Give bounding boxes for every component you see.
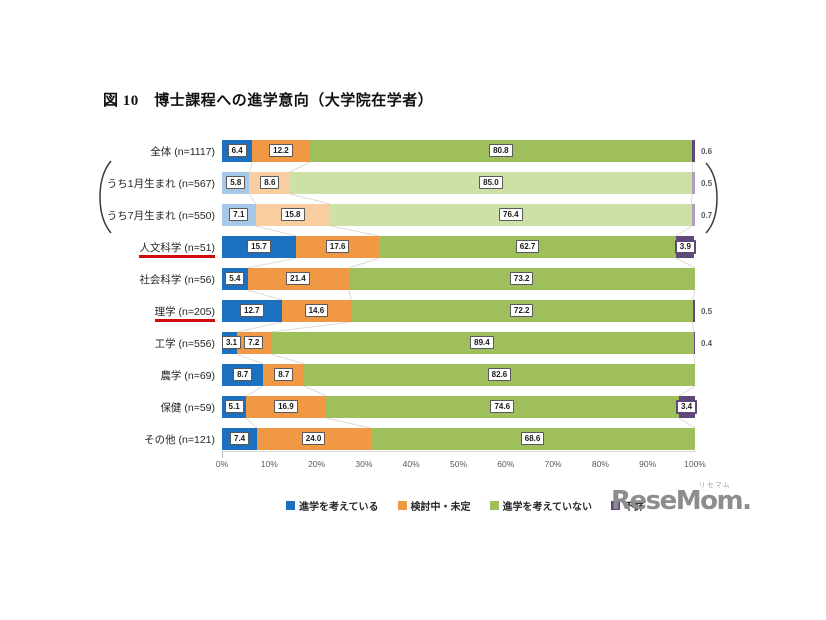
value-label: 7.2 <box>244 336 264 349</box>
value-label: 62.7 <box>515 240 540 253</box>
x-axis: 0% 10% 20% 30% 40% 50% 60% 70% 80% 90% 100% <box>216 459 706 473</box>
category-label: 人文科学 (n=51) <box>0 240 215 258</box>
bar-row <box>222 172 695 194</box>
value-label: 3.9 <box>674 240 696 254</box>
chart-title: 図 10 博士課程への進学意向（大学院在学者） <box>103 93 434 109</box>
logo-kana-text: リセマム <box>699 482 731 489</box>
x-tick-label: 60% <box>497 459 515 469</box>
bar-row <box>222 236 695 258</box>
legend-swatch-icon <box>397 501 407 510</box>
value-label: 8.7 <box>233 368 253 381</box>
bar-row <box>222 332 695 354</box>
legend-item: 不詳 <box>611 498 644 513</box>
logo-wordmark: ReseMom. <box>611 486 752 516</box>
value-label: 8.7 <box>274 368 294 381</box>
series-connector-lines <box>236 161 696 429</box>
x-tick-label: 20% <box>308 459 326 469</box>
value-label: 16.9 <box>274 400 298 413</box>
category-label: 理学 (n=205) <box>0 304 215 322</box>
bar-segment-4 <box>691 204 695 226</box>
value-label: 6.4 <box>227 144 247 157</box>
category-label: うち1月生まれ (n=567) <box>106 178 215 190</box>
value-label: 24.0 <box>301 432 326 445</box>
legend-item: 検討中・未定 <box>397 498 471 513</box>
legend-item: 進学を考えていない <box>489 498 593 513</box>
legend-label: 進学を考えていない <box>502 502 593 513</box>
value-label: 5.8 <box>226 176 246 189</box>
value-label: 76.4 <box>499 208 523 221</box>
value-label: 3.4 <box>676 400 698 414</box>
x-axis-zero-tick <box>222 451 223 458</box>
bar-segment-4 <box>692 300 695 322</box>
value-label: 73.2 <box>509 272 534 285</box>
category-label: うち7月生まれ (n=550) <box>106 210 215 222</box>
x-tick-label: 80% <box>591 459 609 469</box>
category-label: その他 (n=121) <box>144 434 215 446</box>
value-label: 72.2 <box>509 304 534 317</box>
value-label: 15.8 <box>280 208 305 221</box>
legend-swatch-icon <box>286 501 295 510</box>
outside-value-label: 0.6 <box>701 147 713 156</box>
category-label: 全体 (n=1117) <box>150 146 215 158</box>
legend-label: 不詳 <box>624 502 644 513</box>
plot-area: 6.4 12.2 80.8 0.6 5.8 8.6 85.0 0.5 7.1 15.8 76.4 0.… <box>222 140 712 472</box>
outside-value-label: 0.5 <box>701 307 713 316</box>
value-label: 82.6 <box>487 368 512 381</box>
legend-label: 検討中・未定 <box>410 502 471 513</box>
x-tick-label: 0% <box>215 459 229 469</box>
value-label: 3.1 <box>222 336 242 349</box>
value-label: 74.6 <box>490 400 515 413</box>
legend-label: 進学を考えている <box>299 502 379 513</box>
bar-row <box>222 300 695 322</box>
legend-swatch-icon <box>489 501 499 510</box>
category-label: 保健 (n=59) <box>160 402 215 414</box>
value-label: 12.2 <box>269 144 293 157</box>
x-axis-line <box>222 451 696 452</box>
x-tick-label: 100% <box>684 459 706 469</box>
category-label: 工学 (n=556) <box>154 338 215 350</box>
bar-row <box>222 140 695 162</box>
value-label: 21.4 <box>286 272 310 285</box>
value-label: 8.6 <box>260 176 280 189</box>
x-tick-label: 40% <box>402 459 420 469</box>
bar-segment-4 <box>692 140 695 162</box>
value-label: 5.4 <box>225 272 245 285</box>
bar-row <box>222 428 695 450</box>
x-tick-label: 50% <box>449 459 468 469</box>
value-label: 7.4 <box>230 432 250 445</box>
x-tick-label: 70% <box>544 459 562 469</box>
value-label: 5.1 <box>224 400 244 413</box>
outside-value-label: 0.4 <box>701 339 713 348</box>
x-tick-label: 10% <box>260 459 278 469</box>
category-label: 農学 (n=69) <box>160 370 215 382</box>
x-tick-label: 90% <box>639 459 657 469</box>
value-label: 12.7 <box>240 304 264 317</box>
bar-segment-4 <box>692 172 695 194</box>
legend-swatch-icon <box>611 501 620 510</box>
group-bracket-left-icon <box>99 160 112 234</box>
value-label: 85.0 <box>479 176 503 189</box>
value-label: 89.4 <box>470 336 494 349</box>
resemom-logo: リセマム ReseMom. <box>611 478 752 520</box>
legend: 進学を考えている 検討中・未定 進学を考えていない 不詳 <box>286 498 644 513</box>
group-bracket-right-icon <box>705 162 718 234</box>
value-label: 17.6 <box>325 240 350 253</box>
value-label: 14.6 <box>304 304 329 317</box>
outside-value-label: 0.5 <box>701 179 713 188</box>
value-label: 80.8 <box>489 144 513 157</box>
x-tick-label: 30% <box>355 459 373 469</box>
outside-value-label: 0.7 <box>701 211 713 220</box>
value-label: 68.6 <box>520 432 545 445</box>
value-label: 7.1 <box>229 208 249 221</box>
category-label: 社会科学 (n=56) <box>139 274 215 286</box>
bar-segment-4 <box>693 332 695 354</box>
value-label: 15.7 <box>247 240 271 253</box>
legend-item: 進学を考えている <box>286 498 379 513</box>
